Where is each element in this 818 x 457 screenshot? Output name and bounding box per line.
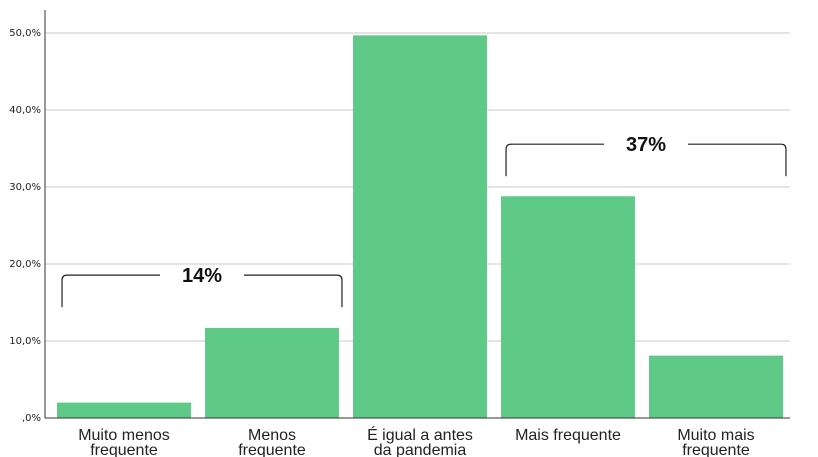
category-label-line: Muito menos (78, 427, 170, 444)
category-label-line: Muito mais (677, 427, 754, 444)
bracket-label: 14% (182, 265, 222, 287)
y-tick-label: 20,0% (9, 259, 41, 270)
category-label: Muito menos frequente (78, 427, 170, 457)
category-label: Mais frequente (515, 427, 621, 444)
category-label: Menos frequente (238, 427, 306, 457)
y-tick-label: 50,0% (9, 28, 41, 39)
category-label-line: É igual a antes (367, 425, 473, 444)
bracket (505, 143, 787, 177)
y-tick-label: 40,0% (9, 105, 41, 116)
y-tick-label: ,0% (22, 413, 41, 424)
category-label-line: frequente (682, 442, 750, 457)
bracket (61, 274, 343, 308)
y-axis-ticks: ,0% 10,0% 20,0% 30,0% 40,0% 50,0% (9, 28, 41, 424)
bar (57, 402, 191, 418)
bars (57, 35, 783, 419)
y-tick-label: 10,0% (9, 336, 41, 347)
category-label-line: Menos (248, 427, 296, 444)
category-label-line: frequente (238, 442, 306, 457)
bar (649, 355, 783, 418)
bar (205, 327, 339, 418)
category-label-line: Mais frequente (515, 427, 621, 444)
bracket-label: 37% (626, 134, 666, 156)
annotation-brackets: 14% 37% (61, 134, 787, 308)
category-label-line: da pandemia (374, 442, 467, 457)
category-label: Muito mais frequente (677, 427, 754, 457)
bar (501, 196, 635, 418)
category-label: É igual a antes da pandemia (367, 425, 473, 457)
y-tick-label: 30,0% (9, 182, 41, 193)
bar (353, 35, 487, 419)
category-label-line: frequente (90, 442, 158, 457)
